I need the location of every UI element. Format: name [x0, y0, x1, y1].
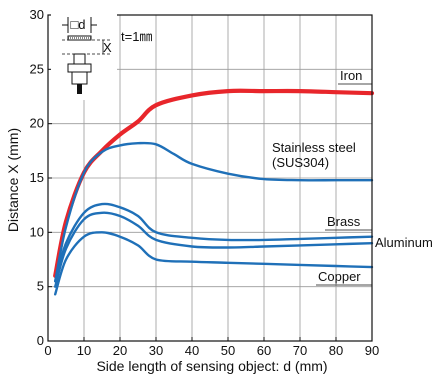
sensor-head-icon: [73, 53, 86, 65]
sensor-nut-icon: [67, 63, 92, 73]
x-tick-label: 20: [113, 343, 127, 358]
x-tick-label: 40: [185, 343, 199, 358]
series-line-copper: [54, 231, 374, 296]
series-label-stainless-steel-sus304: Stainless steel: [272, 140, 356, 155]
series-label-brass: Brass: [327, 214, 361, 229]
inset-thickness-label: t=1㎜: [121, 29, 152, 44]
y-tick-label: 5: [37, 279, 44, 294]
x-tick-label: 90: [365, 343, 379, 358]
x-axis-title: Side length of sensing object: d (mm): [96, 358, 327, 374]
series-label-aluminum: Aluminum: [375, 235, 433, 250]
y-axis-title: Distance X (mm): [5, 128, 21, 232]
x-tick-label: 10: [77, 343, 91, 358]
x-tick-label: 80: [329, 343, 343, 358]
tick-labels: 0 10 20 30 40 50 60 70 80 90 0 5 10 15 20 25 30: [30, 7, 380, 358]
sensor-body-icon: [71, 71, 88, 85]
series-line-aluminum: [54, 211, 374, 288]
x-tick-label: 70: [293, 343, 307, 358]
inset-x-label: X: [103, 40, 112, 55]
y-tick-label: 25: [30, 61, 44, 76]
curves: [53, 88, 375, 296]
x-tick-label: 60: [257, 343, 271, 358]
series-labels: Iron Stainless steel(SUS304) Brass Aluminum…: [272, 68, 433, 286]
series-label-iron: Iron: [340, 68, 362, 83]
series-label-stainless-steel-sus304: (SUS304): [272, 155, 329, 170]
y-tick-label: 15: [30, 170, 44, 185]
axes: [47, 14, 373, 342]
inset-d-label: □d: [70, 17, 85, 32]
series-line-stainless-steel-sus304: [54, 141, 374, 283]
y-tick-label: 10: [30, 224, 44, 239]
series-line-brass: [54, 202, 374, 283]
sensor-cable-icon: [77, 84, 82, 94]
x-tick-label: 30: [149, 343, 163, 358]
y-tick-label: 20: [30, 116, 44, 131]
y-tick-label: 30: [30, 7, 44, 22]
series-label-copper: Copper: [318, 269, 361, 284]
x-tick-label: 0: [44, 343, 51, 358]
y-tick-label: 0: [37, 333, 44, 348]
x-tick-label: 50: [221, 343, 235, 358]
sensor-diagram: □d X t=1㎜: [51, 14, 152, 100]
